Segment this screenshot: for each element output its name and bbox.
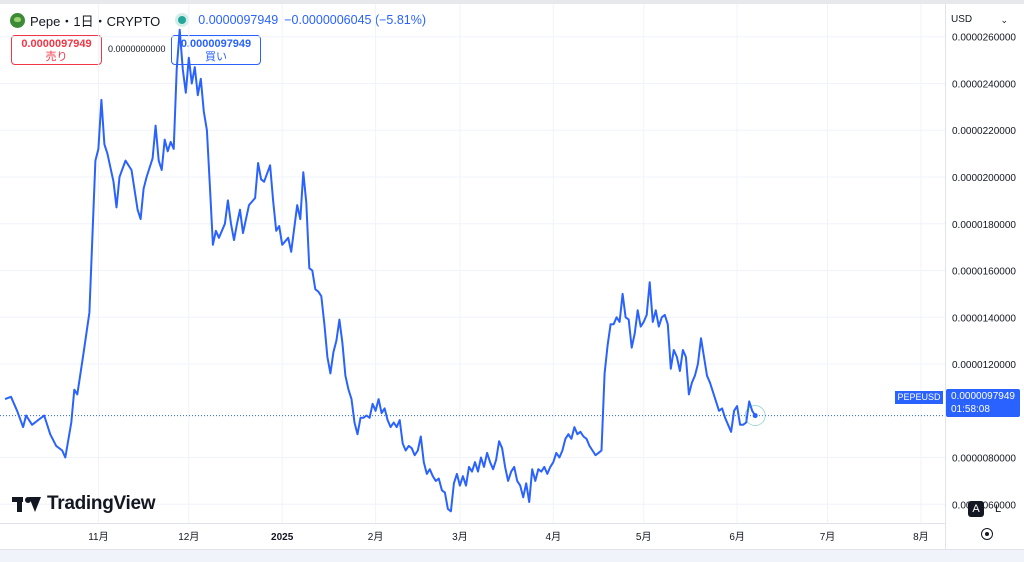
currency-select[interactable]: USD ⌄ [946,10,1016,30]
log-scale-button[interactable]: L [994,503,1002,515]
x-tick-label: 5月 [636,531,652,543]
y-tick-label: 0.0000200000 [952,173,1016,184]
header-change: −0.0000006045 (−5.81%) [284,13,427,27]
x-tick-label: 12月 [178,531,199,543]
price-tag-value: 0.0000097949 [951,391,1015,402]
tradingview-watermark[interactable]: TradingView [12,493,156,515]
y-tick-label: 0.0000220000 [952,126,1016,137]
price-axis-divider [945,4,946,549]
last-point [752,413,758,419]
symbol-title[interactable]: Pepe・1日・CRYPTO [30,13,161,29]
y-tick-label: 0.0000240000 [952,79,1016,90]
pair-tag: PEPEUSD [895,391,943,404]
y-tick-label: 0.0000060000 [952,500,1016,511]
buy-label: 買い [205,51,227,63]
live-dot-icon [178,16,187,24]
grid-lines [0,4,945,523]
buy-price: 0.0000097949 [180,38,252,50]
y-tick-label: 0.0000180000 [952,220,1016,231]
x-axis-ticks: 11月 12月 2025 2月 3月 4月 5月 6月 7月 8月 [88,531,928,543]
top-divider [0,0,1024,4]
spread-value: 0.0000000000 [108,44,166,54]
sell-button[interactable]: 0.0000097949 売り [11,35,102,65]
watermark-text: TradingView [47,493,156,514]
header-price: 0.0000097949 [198,13,279,27]
x-tick-label: 8月 [913,531,929,543]
y-tick-label: 0.0000120000 [952,360,1016,371]
x-tick-label: 3月 [452,531,468,543]
last-point-ring [744,405,766,426]
x-tick-label: 11月 [88,531,108,543]
tradingview-logo-icon [12,496,41,512]
price-tag-countdown: 01:58:08 [951,404,990,415]
sell-price: 0.0000097949 [21,38,92,50]
pepe-logo-icon [10,12,25,28]
y-tick-label: 0.0000140000 [952,313,1016,324]
time-axis-divider [0,523,945,524]
price-tag: 0.0000097949 01:58:08 [946,389,1020,417]
auto-scale-button[interactable]: A [968,501,984,517]
x-tick-label: 4月 [546,531,562,543]
currency-label: USD [951,14,973,25]
series-line [4,28,757,513]
y-axis-ticks: 0.0000260000 0.0000240000 0.0000220000 0.00… [952,33,1016,512]
y-tick-label: 0.0000080000 [952,454,1016,465]
bottom-toolbar [0,549,1024,562]
chevron-down-icon: ⌄ [1000,15,1008,25]
x-tick-label: 6月 [729,531,745,543]
gear-icon[interactable] [981,528,993,540]
y-tick-label: 0.0000260000 [952,33,1016,44]
y-tick-label: 0.0000160000 [952,267,1016,278]
x-tick-label: 7月 [820,531,836,543]
symbol-header[interactable]: Pepe・1日・CRYPTO 0.0000097949 −0.000000604… [10,10,426,30]
sell-label: 売り [45,51,68,63]
buy-button[interactable]: 0.0000097949 買い [171,35,261,65]
x-tick-label: 2025 [271,532,294,543]
x-tick-label: 2月 [368,531,384,543]
